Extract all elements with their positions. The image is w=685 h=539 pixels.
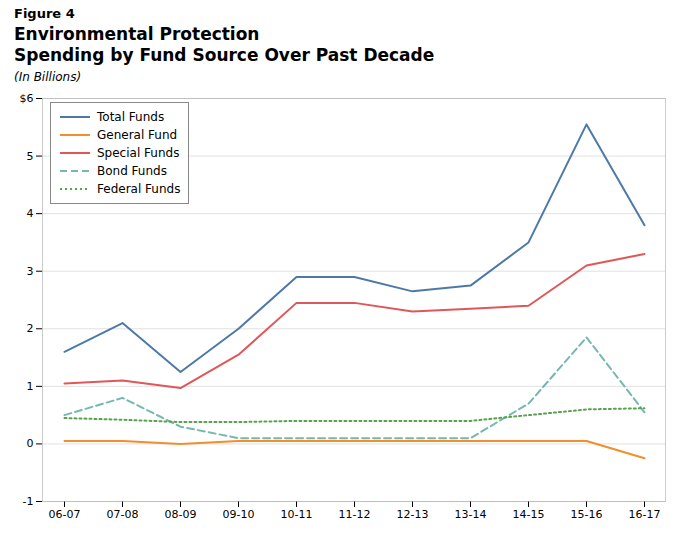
svg-text:1: 1: [27, 380, 34, 393]
svg-text:09-10: 09-10: [223, 508, 255, 521]
svg-text:-1: -1: [23, 495, 34, 508]
svg-text:0: 0: [27, 437, 34, 450]
svg-text:13-14: 13-14: [455, 508, 487, 521]
svg-text:5: 5: [27, 150, 34, 163]
svg-text:14-15: 14-15: [513, 508, 545, 521]
svg-text:10-11: 10-11: [281, 508, 313, 521]
html-text:(In Billions): (In Billions): [14, 70, 82, 84]
svg-text:12-13: 12-13: [397, 508, 429, 521]
html-text:Spending by Fund Source Over P: Spending by Fund Source Over Past Decade: [14, 45, 435, 65]
svg-text:07-08: 07-08: [107, 508, 139, 521]
svg-text:2: 2: [27, 322, 34, 335]
html-text:Total Funds: Total Funds: [97, 110, 165, 124]
svg-text:08-09: 08-09: [165, 508, 197, 521]
svg-text:4: 4: [27, 207, 34, 220]
html-text:Figure 4: Figure 4: [14, 6, 75, 21]
svg-text:11-12: 11-12: [339, 508, 371, 521]
svg-text:15-16: 15-16: [571, 508, 603, 521]
html-text:General Fund: General Fund: [97, 128, 178, 142]
html-text:Special Funds: Special Funds: [97, 146, 180, 160]
svg-text:06-07: 06-07: [49, 508, 81, 521]
svg-text:16-17: 16-17: [629, 508, 661, 521]
html-text:Environmental Protection: Environmental Protection: [14, 24, 260, 44]
html-text:Bond Funds: Bond Funds: [97, 164, 167, 178]
html-text:Federal Funds: Federal Funds: [97, 182, 181, 196]
svg-text:$6: $6: [20, 92, 34, 105]
svg-text:3: 3: [27, 265, 34, 278]
